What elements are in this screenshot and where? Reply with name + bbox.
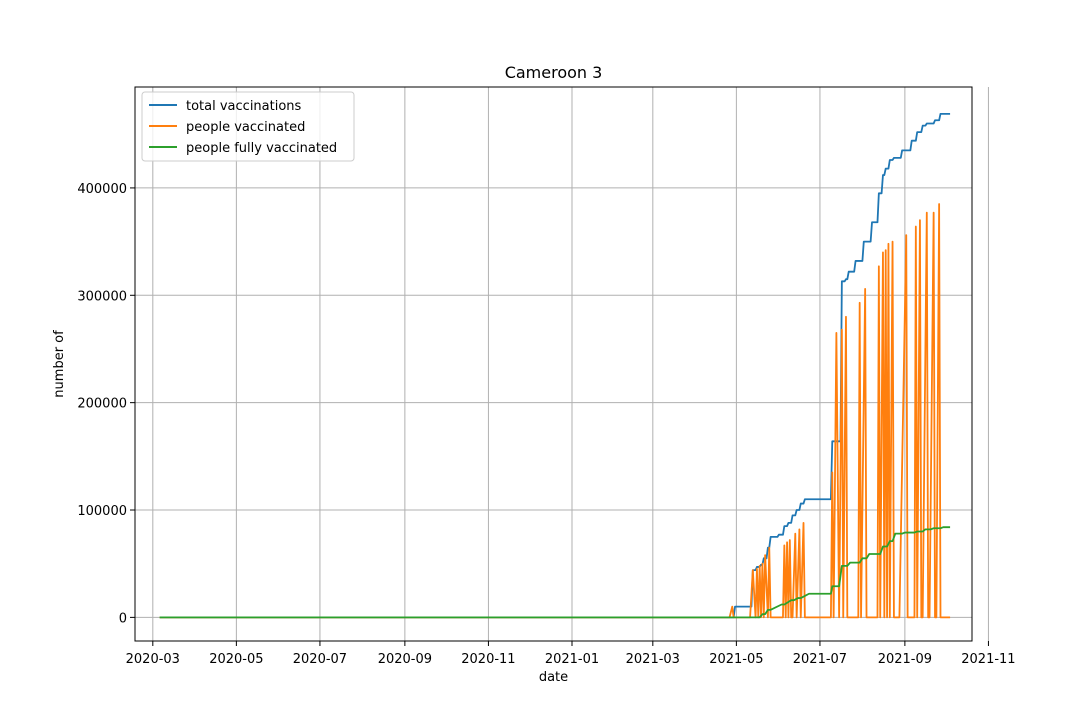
- x-tick-label: 2021-05: [709, 652, 763, 667]
- series-lines: [159, 112, 951, 619]
- series-line-people-vaccinated: [159, 203, 951, 619]
- plot-frame: [134, 86, 973, 642]
- x-tick-label: 2020-05: [209, 652, 263, 667]
- y-tick-label: 300000: [77, 289, 127, 304]
- chart-title: Cameroon 3: [505, 63, 603, 82]
- x-tick-label: 2020-11: [461, 652, 515, 667]
- x-tick-label: 2020-07: [293, 652, 347, 667]
- y-tick-label: 0: [119, 611, 127, 626]
- x-tick-label: 2021-03: [626, 652, 680, 667]
- y-tick-label: 200000: [77, 397, 127, 412]
- x-axis-label: date: [539, 670, 568, 685]
- x-tick-label: 2021-09: [878, 652, 932, 667]
- series-line-people-fully-vaccinated: [159, 526, 951, 619]
- x-tick-label: 2021-01: [545, 652, 599, 667]
- legend-label: total vaccinations: [186, 99, 302, 114]
- grid: [135, 87, 989, 641]
- legend: total vaccinations people vaccinated peopl…: [141, 91, 355, 162]
- x-tick-label: 2020-09: [378, 652, 432, 667]
- y-tick-label: 400000: [77, 182, 127, 197]
- y-axis-label: number of: [52, 330, 67, 398]
- legend-label: people vaccinated: [186, 120, 305, 135]
- x-tick-label: 2021-11: [961, 652, 1015, 667]
- legend-label: people fully vaccinated: [186, 141, 337, 156]
- y-tick-label: 100000: [77, 504, 127, 519]
- axis-ticks: 2020-03 2020-05 2020-07 2020-09 2020-11 2021-…: [77, 182, 1015, 667]
- x-tick-label: 2020-03: [126, 652, 180, 667]
- x-tick-label: 2021-07: [793, 652, 847, 667]
- legend-box: [141, 91, 355, 162]
